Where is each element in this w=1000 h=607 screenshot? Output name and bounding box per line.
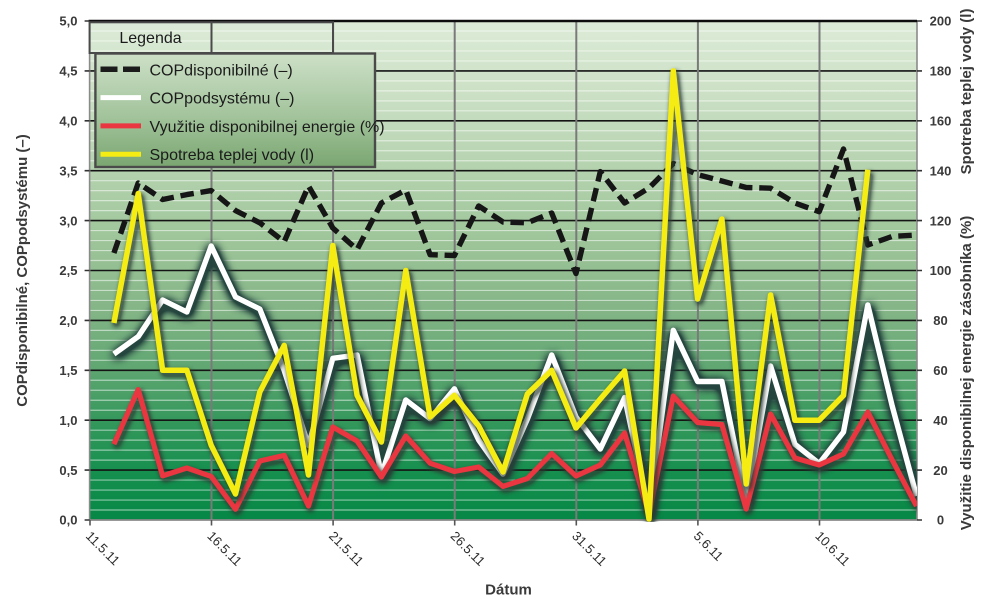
svg-text:140: 140 bbox=[930, 163, 952, 178]
svg-text:0,5: 0,5 bbox=[59, 463, 77, 478]
svg-text:40: 40 bbox=[933, 413, 947, 428]
svg-text:200: 200 bbox=[930, 14, 952, 29]
svg-text:160: 160 bbox=[930, 114, 952, 129]
svg-text:4,5: 4,5 bbox=[59, 64, 77, 79]
svg-text:1,0: 1,0 bbox=[59, 413, 77, 428]
svg-text:0: 0 bbox=[937, 513, 944, 528]
svg-text:COPpodsystému (–): COPpodsystému (–) bbox=[150, 91, 295, 108]
svg-text:COPdisponibilné (–): COPdisponibilné (–) bbox=[150, 62, 293, 79]
svg-text:180: 180 bbox=[930, 64, 952, 79]
svg-text:2,5: 2,5 bbox=[59, 263, 77, 278]
svg-text:2,0: 2,0 bbox=[59, 313, 77, 328]
svg-text:5,0: 5,0 bbox=[59, 14, 77, 29]
svg-text:Legenda: Legenda bbox=[119, 30, 181, 47]
svg-text:100: 100 bbox=[930, 263, 952, 278]
svg-text:Využitie disponibilnej energie: Využitie disponibilnej energie zásobníka… bbox=[958, 216, 975, 531]
svg-text:1,5: 1,5 bbox=[59, 363, 77, 378]
svg-text:20: 20 bbox=[933, 463, 947, 478]
svg-text:Dátum: Dátum bbox=[485, 582, 532, 599]
svg-text:Spotreba teplej vody (l): Spotreba teplej vody (l) bbox=[150, 147, 315, 164]
svg-text:COPdisponibilné, COPpodsystému: COPdisponibilné, COPpodsystému (–) bbox=[14, 134, 31, 407]
svg-text:120: 120 bbox=[930, 213, 952, 228]
svg-text:3,5: 3,5 bbox=[59, 163, 77, 178]
svg-text:3,0: 3,0 bbox=[59, 213, 77, 228]
svg-text:Využitie disponibilnej energie: Využitie disponibilnej energie (%) bbox=[150, 119, 385, 136]
svg-text:80: 80 bbox=[933, 313, 947, 328]
svg-text:0,0: 0,0 bbox=[59, 513, 77, 528]
svg-text:Spotreba teplej vody (l): Spotreba teplej vody (l) bbox=[958, 9, 975, 175]
svg-text:60: 60 bbox=[933, 363, 947, 378]
svg-text:4,0: 4,0 bbox=[59, 114, 77, 129]
